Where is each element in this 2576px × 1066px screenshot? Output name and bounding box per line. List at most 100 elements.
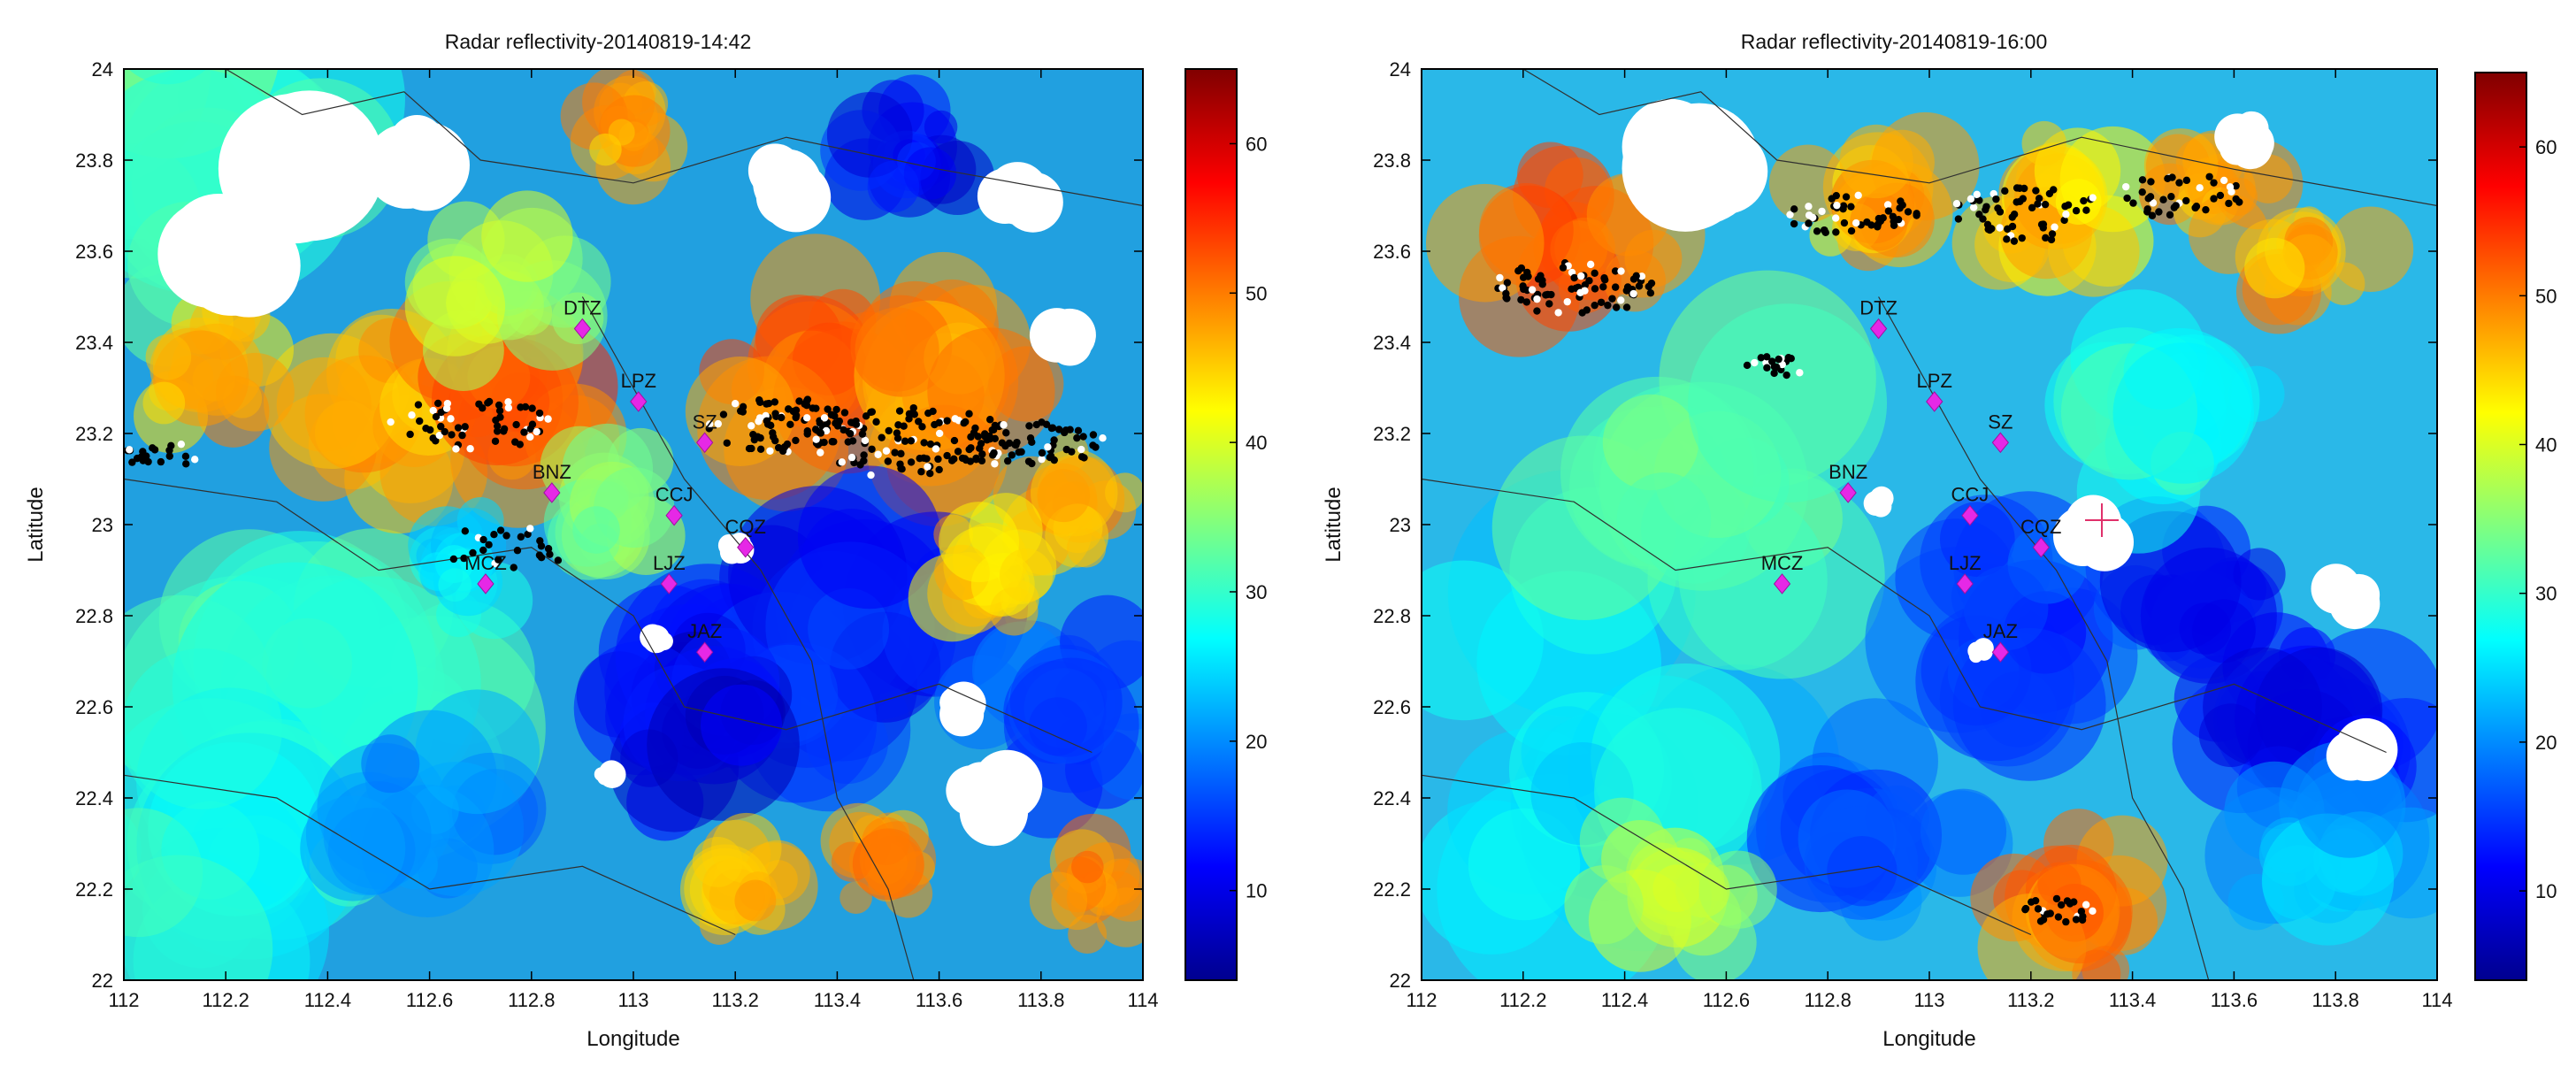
lightning-dot — [528, 420, 537, 428]
lightning-dot — [915, 418, 923, 426]
lightning-dot — [1073, 433, 1081, 442]
colorbar-tick-label: 10 — [1246, 880, 1267, 902]
lightning-dot — [2143, 205, 2151, 213]
lightning-dot — [2089, 907, 2097, 916]
lightning-dot — [1617, 296, 1625, 304]
lightning-dot — [723, 439, 731, 447]
lightning-dot — [2167, 193, 2175, 201]
lightning-dot — [895, 407, 904, 415]
lightning-dot — [920, 439, 928, 447]
lightning-dot — [536, 537, 544, 545]
y-tick-label: 22.2 — [75, 878, 113, 901]
lightning-dot — [2052, 894, 2061, 903]
lightning-dot — [849, 418, 857, 427]
lightning-dot — [1894, 215, 1903, 224]
lightning-dot — [432, 412, 441, 421]
lightning-dot — [893, 434, 902, 442]
y-tick-label: 23.6 — [1373, 241, 1411, 263]
lightning-dot — [1770, 363, 1779, 371]
lightning-dot — [2225, 199, 2233, 208]
lightning-dot — [504, 398, 512, 406]
lightning-dot — [406, 430, 414, 439]
x-tick-label: 112.8 — [508, 989, 555, 1011]
panel-title: Radar reflectivity-20140819-16:00 — [1741, 30, 2047, 53]
station-label: LJZ — [653, 552, 686, 574]
y-axis-ticks: 22 22.2 22.4 22.6 22.8 23 23.2 23.4 23.6 23.8 24 — [1373, 58, 2437, 992]
colorbar-tick-label: 40 — [2535, 433, 2557, 456]
lightning-dot — [856, 461, 864, 469]
lightning-dot — [828, 438, 836, 446]
station-lpz: LPZ — [621, 370, 656, 412]
lightning-dot — [1054, 426, 1063, 433]
y-tick-label: 22.6 — [75, 696, 113, 718]
lightning-dot — [847, 453, 856, 462]
lightning-dot — [496, 413, 504, 421]
y-tick-label: 22.2 — [1373, 878, 1411, 901]
lightning-dot — [766, 447, 774, 455]
lightning-dot — [1074, 426, 1083, 435]
lightning-dot — [1813, 227, 1821, 235]
lightning-dot — [731, 400, 740, 408]
y-tick-label: 23.4 — [1373, 332, 1411, 354]
lightning-dot — [2144, 195, 2152, 203]
lightning-dot — [1613, 303, 1621, 311]
station-marker-icon — [737, 536, 755, 558]
lightning-dot — [1629, 289, 1637, 298]
station-ccj: CCJ — [1951, 484, 1989, 526]
lightning-dot — [926, 470, 934, 478]
lightning-dot — [978, 456, 986, 465]
lightning-dot — [1867, 221, 1875, 229]
station-bnz: BNZ — [533, 461, 571, 503]
station-sz: SZ — [693, 410, 717, 454]
lightning-dot — [1545, 300, 1553, 308]
x-tick-label: 112.6 — [1703, 989, 1750, 1011]
lightning-dot — [1524, 272, 1532, 280]
lightning-dot — [494, 556, 502, 564]
lightning-dot — [157, 457, 165, 466]
lightning-dot — [1038, 449, 1046, 457]
x-tick-label: 113.4 — [814, 989, 861, 1011]
station-marker-icon — [1839, 482, 1857, 503]
lightning-dot — [495, 407, 504, 415]
lightning-dot — [479, 404, 487, 412]
lightning-dot — [965, 410, 973, 418]
lightning-dot — [1790, 219, 1798, 228]
lightning-dot — [907, 437, 916, 445]
station-marker-icon — [1869, 318, 1888, 340]
x-tick-label: 112.4 — [304, 989, 351, 1011]
lightning-dot — [771, 436, 779, 445]
lightning-dot — [950, 436, 959, 445]
lightning-dot — [144, 457, 152, 466]
lightning-dot — [449, 555, 458, 564]
lightning-dot — [2182, 176, 2191, 185]
lightning-dot — [1954, 215, 1963, 223]
lightning-dot — [2220, 176, 2228, 185]
lightning-dot — [1635, 282, 1644, 290]
x-axis-label: Longitude — [586, 1027, 679, 1051]
lightning-dot — [2077, 908, 2086, 916]
lightning-dot — [771, 410, 779, 418]
lightning-dot — [1763, 353, 1771, 361]
station-label: JAZ — [1983, 620, 2018, 642]
lightning-dot — [756, 433, 764, 442]
lightning-dot — [838, 458, 846, 466]
lightning-dot — [1632, 272, 1640, 280]
lightning-dot — [554, 556, 563, 564]
lightning-dot — [2028, 203, 2036, 212]
x-axis-ticks: 112 112.2 112.4 112.6 112.8 113 113.2 113.4 113.… — [1406, 69, 2453, 1011]
lightning-dot — [745, 444, 754, 453]
lightning-dot — [520, 428, 528, 436]
lightning-dot — [1563, 297, 1571, 306]
lightning-dot — [1066, 426, 1074, 433]
station-label: BNZ — [533, 461, 571, 483]
lightning-dot — [1852, 219, 1860, 227]
lightning-dot — [416, 417, 424, 426]
lightning-dot — [802, 414, 811, 422]
lightning-dot — [1583, 306, 1591, 314]
lightning-dot — [1089, 431, 1098, 439]
x-tick-label: 112 — [108, 989, 139, 1011]
station-marker-icon — [1991, 641, 2010, 663]
lightning-dot — [1786, 211, 1794, 219]
x-tick-label: 114 — [1127, 989, 1158, 1011]
